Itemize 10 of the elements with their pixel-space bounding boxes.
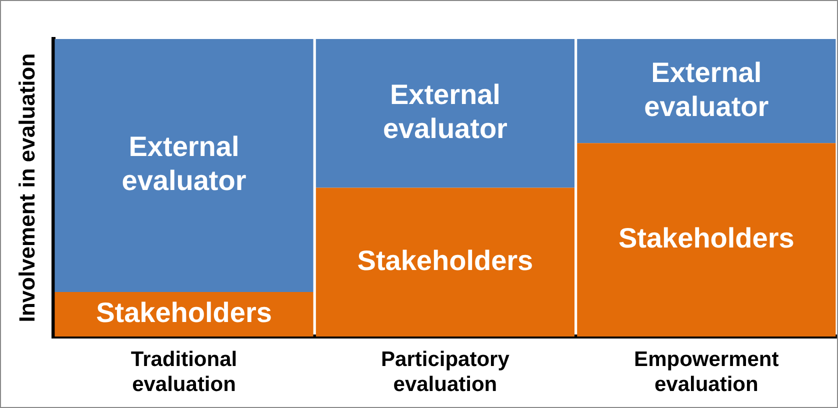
series-label: External evaluator [644,56,769,122]
text: Stakeholders [357,244,534,276]
text: External evaluator [382,79,508,144]
series-label: Stakeholders [96,297,272,328]
y-axis-title: Involvement in evaluation [14,53,40,322]
text: External evaluator [122,131,246,196]
x-tick-label: Empowerment evaluation [634,348,779,396]
x-tick-label: Participatory evaluation [381,348,510,396]
text: Stakeholders [618,222,794,254]
x-tick-label: Traditional evaluation [130,348,238,396]
